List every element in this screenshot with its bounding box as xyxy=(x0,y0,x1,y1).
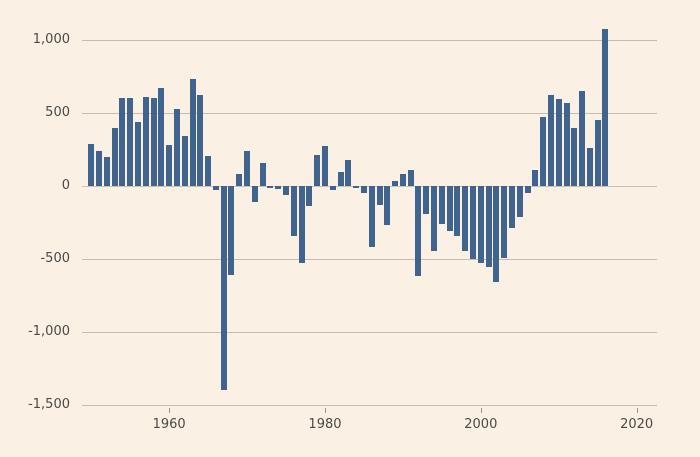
bar xyxy=(88,143,95,186)
y-tick-label: -1,000 xyxy=(28,324,70,339)
bar xyxy=(345,160,352,186)
bar xyxy=(415,186,422,276)
x-tick-label: 2000 xyxy=(464,417,498,432)
bar xyxy=(571,128,578,186)
bar xyxy=(555,99,562,186)
bar xyxy=(205,156,212,186)
bar xyxy=(454,186,461,237)
x-tick-mark xyxy=(480,408,482,413)
bar xyxy=(485,186,492,268)
x-tick-label: 1980 xyxy=(308,417,342,432)
bar xyxy=(594,120,601,186)
bar xyxy=(470,186,476,259)
bar xyxy=(166,145,173,186)
bar xyxy=(220,186,227,391)
y-tick-label: 0 xyxy=(61,178,70,193)
bar xyxy=(399,174,406,186)
bar xyxy=(462,186,469,251)
y-tick-label: 1,000 xyxy=(32,32,70,47)
bar xyxy=(337,172,344,186)
bar xyxy=(501,186,508,258)
y-tick-label: 500 xyxy=(45,105,70,120)
bar xyxy=(321,145,328,186)
bar xyxy=(119,98,126,186)
bar xyxy=(306,186,313,207)
bar xyxy=(540,116,547,186)
bar xyxy=(244,150,251,186)
bar xyxy=(524,186,531,194)
bar xyxy=(173,108,180,186)
bar xyxy=(267,186,274,188)
bar xyxy=(477,186,484,264)
bar xyxy=(563,102,570,186)
gridline xyxy=(82,405,657,406)
bar xyxy=(283,186,290,195)
bar xyxy=(516,186,523,218)
bar xyxy=(181,136,188,186)
bar xyxy=(150,98,157,186)
bar xyxy=(384,186,391,225)
bar xyxy=(586,148,593,186)
bar xyxy=(251,186,258,203)
bar xyxy=(142,96,149,186)
bar xyxy=(423,186,430,214)
x-tick-mark xyxy=(636,408,638,413)
bar xyxy=(368,186,375,248)
bar xyxy=(96,150,103,186)
bar xyxy=(212,186,219,191)
bar xyxy=(407,169,414,186)
bar xyxy=(602,29,609,186)
bar xyxy=(298,186,305,264)
x-tick-mark xyxy=(324,408,326,413)
bar xyxy=(189,79,196,186)
bar xyxy=(275,186,282,189)
gridline xyxy=(82,332,657,333)
bar xyxy=(228,186,235,276)
bar xyxy=(508,186,515,229)
bar xyxy=(431,186,438,251)
y-axis: 1,000 500 0 -500 -1,000 -1,500 xyxy=(0,0,70,457)
x-tick-label: 1960 xyxy=(152,417,186,432)
bar xyxy=(290,186,297,236)
bar xyxy=(197,94,204,186)
bar xyxy=(532,169,539,186)
plot-area xyxy=(82,18,657,406)
bar xyxy=(236,174,243,186)
bar xyxy=(446,186,453,231)
gridline xyxy=(82,40,657,41)
bar xyxy=(134,121,141,186)
x-tick-label: 2020 xyxy=(620,417,654,432)
bar xyxy=(329,186,336,191)
bar xyxy=(392,180,399,186)
bar xyxy=(579,91,586,186)
bar xyxy=(376,186,383,205)
bar xyxy=(353,186,360,189)
gridline xyxy=(82,259,657,260)
bar xyxy=(438,186,445,224)
gridline xyxy=(82,113,657,114)
y-tick-label: -1,500 xyxy=(28,397,70,412)
bar xyxy=(314,155,321,186)
bar xyxy=(127,98,134,186)
bar xyxy=(259,162,266,186)
bar xyxy=(103,156,110,186)
bar xyxy=(111,127,118,186)
bar xyxy=(547,95,554,186)
x-tick-mark xyxy=(169,408,171,413)
y-tick-label: -500 xyxy=(40,251,70,266)
bar xyxy=(158,88,165,186)
bar xyxy=(360,186,367,193)
bar xyxy=(493,186,500,283)
